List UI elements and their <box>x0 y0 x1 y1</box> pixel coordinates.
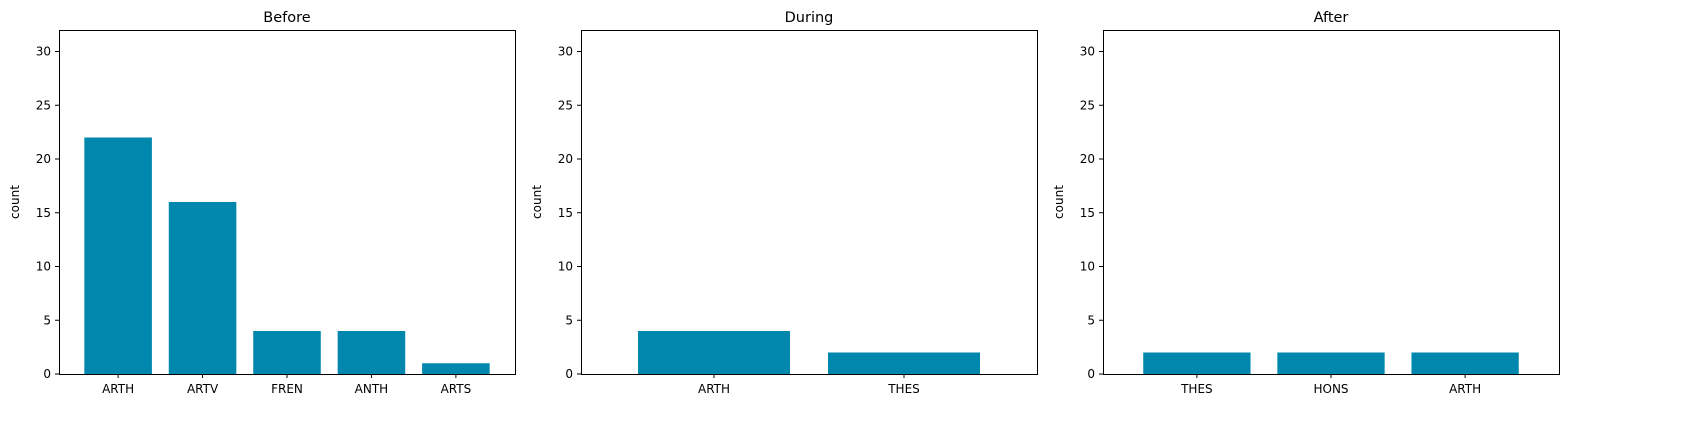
y-tick-label: 30 <box>36 45 51 59</box>
x-tick-label: ARTH <box>102 382 134 396</box>
y-tick-label: 20 <box>36 152 51 166</box>
x-tick-label: THES <box>1180 382 1213 396</box>
x-tick-label: ARTH <box>1449 382 1481 396</box>
axes-frame <box>1103 30 1560 375</box>
x-tick-label: ARTS <box>441 382 472 396</box>
axes-frame <box>59 30 516 375</box>
y-tick-label: 5 <box>1087 313 1095 327</box>
y-axis-label: count <box>530 185 544 219</box>
y-tick-label: 20 <box>558 152 573 166</box>
panel-during: During count ARTH THES 0 5 10 15 20 25 30 <box>530 10 1038 396</box>
panel-title: Before <box>263 10 310 26</box>
y-tick-label: 0 <box>1087 367 1095 381</box>
panel-after: After count THES HONS ARTH 0 5 10 15 20 25 30 <box>1052 10 1560 396</box>
y-tick-label: 25 <box>1080 98 1095 112</box>
x-tick-label: ARTV <box>187 382 219 396</box>
x-tick-label: ARTH <box>698 382 730 396</box>
y-tick-label: 25 <box>36 98 51 112</box>
bar-thes <box>828 352 980 374</box>
bar-arth <box>638 331 790 374</box>
x-tick-label: ANTH <box>355 382 389 396</box>
y-axis-label: count <box>1052 185 1066 219</box>
y-tick-label: 5 <box>43 313 51 327</box>
panel-before: Before count ARTH ARTV FREN ANTH ARTS 0 5 10 15 2… <box>8 10 516 396</box>
plot-area: THES HONS ARTH 0 5 10 15 20 25 30 <box>1080 30 1560 396</box>
y-tick-label: 10 <box>1080 260 1095 274</box>
y-tick-label: 15 <box>36 206 51 220</box>
bar-artv <box>168 202 237 374</box>
bar-fren <box>253 331 321 374</box>
bar-arts <box>422 363 490 374</box>
panel-title: During <box>785 10 834 26</box>
bar-hons <box>1277 352 1385 374</box>
y-tick-label: 30 <box>1080 45 1095 59</box>
x-tick-label: FREN <box>271 382 303 396</box>
y-tick-label: 0 <box>43 367 51 381</box>
bar-anth <box>337 331 406 374</box>
bar-thes <box>1143 352 1251 374</box>
x-tick-label: THES <box>887 382 920 396</box>
y-tick-label: 15 <box>1080 206 1095 220</box>
y-tick-label: 10 <box>558 260 573 274</box>
y-tick-label: 30 <box>558 45 573 59</box>
y-tick-label: 0 <box>565 367 573 381</box>
y-tick-label: 5 <box>565 313 573 327</box>
plot-area: ARTH THES 0 5 10 15 20 25 30 <box>558 30 1038 396</box>
y-tick-label: 25 <box>558 98 573 112</box>
plot-area: ARTH ARTV FREN ANTH ARTS 0 5 10 15 20 25 30 <box>36 30 516 396</box>
axes-frame <box>581 30 1038 375</box>
y-tick-label: 20 <box>1080 152 1095 166</box>
bar-arth <box>84 137 152 374</box>
x-tick-label: HONS <box>1313 382 1348 396</box>
y-tick-label: 10 <box>36 260 51 274</box>
bar-arth <box>1411 352 1519 374</box>
panel-title: After <box>1314 10 1349 26</box>
y-tick-label: 15 <box>558 206 573 220</box>
y-axis-label: count <box>8 185 22 219</box>
